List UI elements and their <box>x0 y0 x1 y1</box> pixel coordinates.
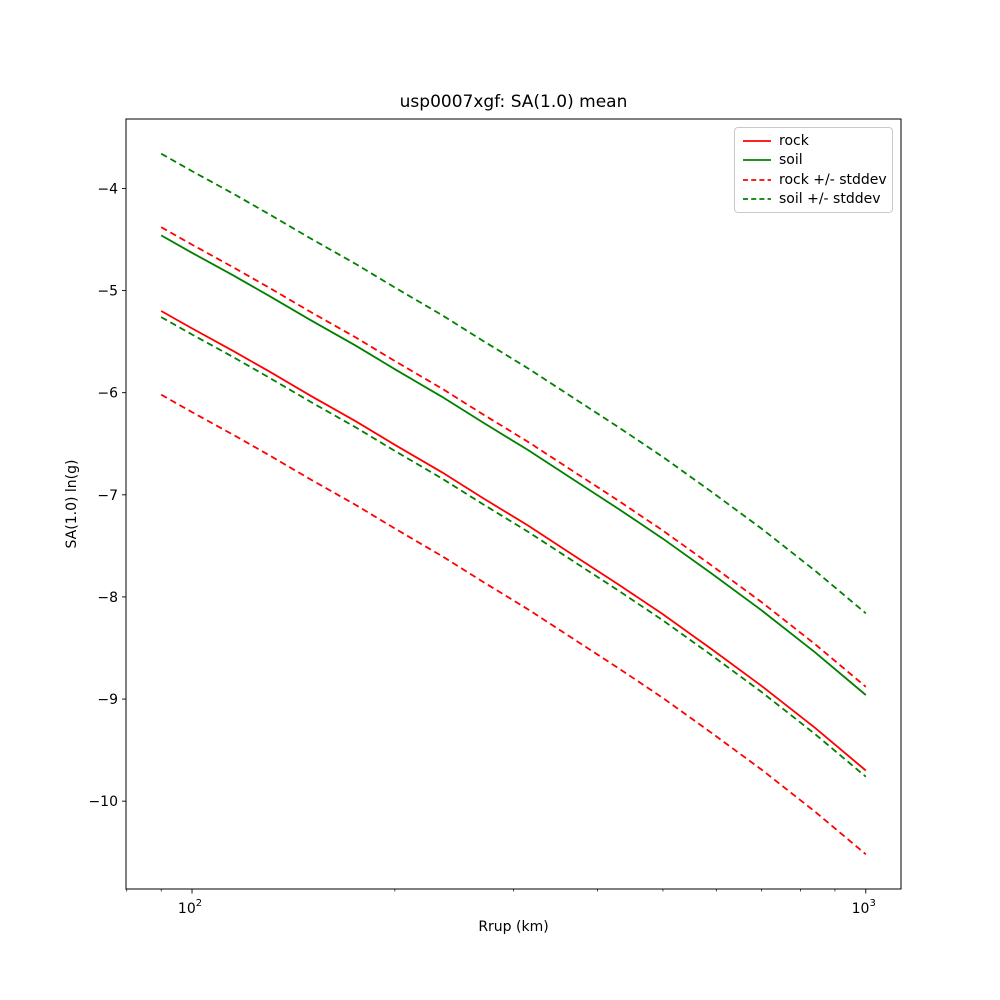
x-axis-label: Rrup (km) <box>478 919 549 935</box>
series-line-soil-plus-stddev <box>160 152 867 614</box>
legend-dashed-line-icon <box>743 178 771 181</box>
legend-label: rock <box>779 132 809 149</box>
series-line-soil-minus-stddev <box>160 316 867 778</box>
legend-item-soil: soil <box>742 151 886 171</box>
chart-title: usp0007xgf: SA(1.0) mean <box>399 92 628 112</box>
y-tick-label: −4 <box>97 181 118 197</box>
legend-label: soil <box>779 152 803 169</box>
x-tick-label: 102 <box>178 898 202 917</box>
y-tick-label: −8 <box>97 590 118 606</box>
y-tick-label: −10 <box>88 794 118 810</box>
y-tick-label: −6 <box>97 386 118 402</box>
x-tick-label: 103 <box>852 898 876 917</box>
y-axis-label: SA(1.0) ln(g) <box>64 459 80 549</box>
series-line-rock <box>160 310 867 772</box>
legend-item-soil-stddev: soil +/- stddev <box>742 190 886 210</box>
legend-item-rock-stddev: rock +/- stddev <box>742 170 887 190</box>
legend-item-rock: rock <box>742 131 886 151</box>
legend-line-icon <box>743 159 771 162</box>
series-line-rock-minus-stddev <box>160 393 867 855</box>
y-tick-label: −7 <box>97 488 118 504</box>
y-tick-label: −9 <box>97 692 118 708</box>
legend: rock soil rock +/- stddev soil +/- stdde… <box>734 127 893 213</box>
plot-frame <box>125 118 902 890</box>
legend-dashed-line-icon <box>743 198 771 201</box>
y-tick-label: −5 <box>97 284 118 300</box>
legend-line-icon <box>743 139 771 142</box>
series-line-soil <box>160 234 867 696</box>
series-line-rock-plus-stddev <box>160 226 867 688</box>
legend-label: rock +/- stddev <box>779 171 887 188</box>
legend-label: soil +/- stddev <box>779 191 881 208</box>
